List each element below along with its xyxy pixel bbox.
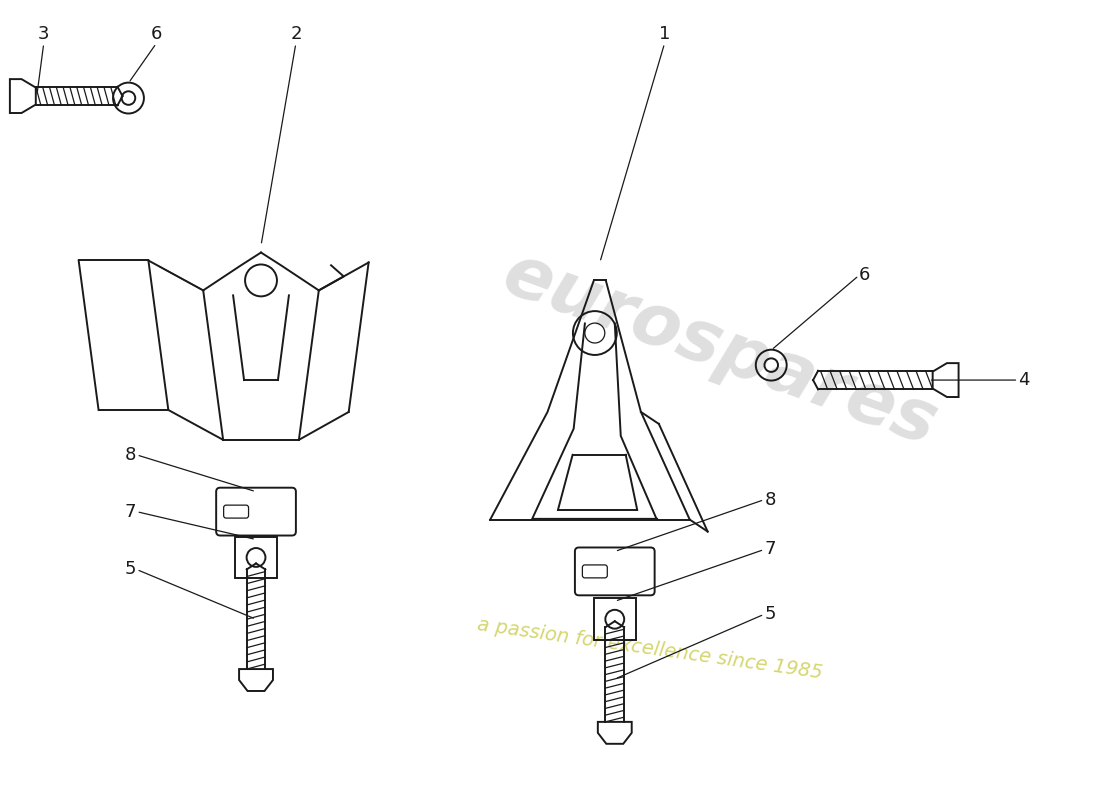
Text: 3: 3 <box>39 26 50 43</box>
Text: 8: 8 <box>764 490 776 509</box>
Text: 6: 6 <box>859 266 870 285</box>
Text: 4: 4 <box>1019 371 1030 389</box>
Text: a passion for excellence since 1985: a passion for excellence since 1985 <box>476 615 824 682</box>
Text: 1: 1 <box>659 26 670 43</box>
Bar <box>235 537 277 578</box>
Text: eurospares: eurospares <box>493 240 946 461</box>
Bar <box>594 598 636 640</box>
Text: 5: 5 <box>125 561 136 578</box>
Text: 7: 7 <box>125 502 136 521</box>
Text: 6: 6 <box>151 26 162 43</box>
Text: 7: 7 <box>764 541 776 558</box>
Text: 2: 2 <box>290 26 301 43</box>
Text: 8: 8 <box>125 446 136 464</box>
Text: 5: 5 <box>764 606 776 623</box>
